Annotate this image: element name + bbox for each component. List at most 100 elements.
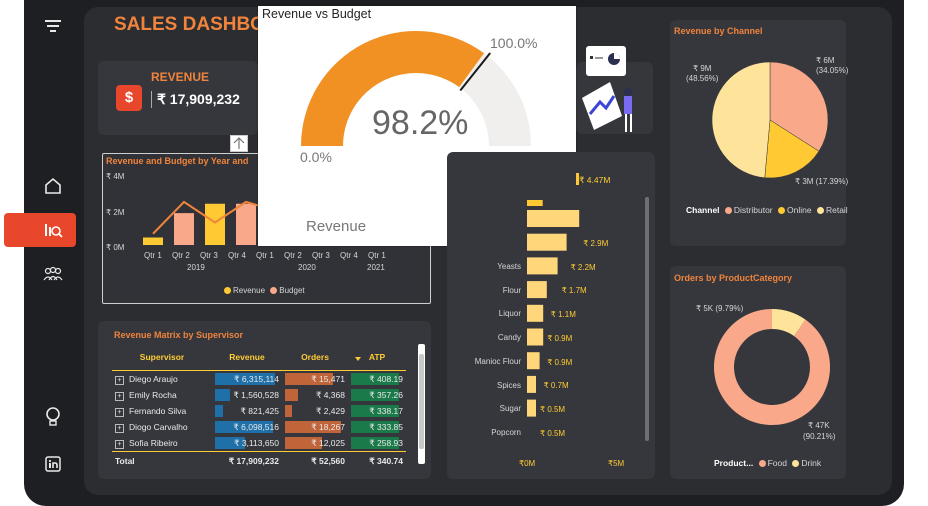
col-supervisor[interactable]: Supervisor — [112, 344, 212, 371]
supervisor-name[interactable]: + Emily Rocha — [112, 387, 212, 403]
table-row[interactable]: + Diogo Carvalho ₹ 6,098,516 ₹ 18,267 ₹ 333.… — [112, 419, 406, 435]
col-orders[interactable]: Orders — [282, 344, 348, 371]
expand-icon[interactable]: + — [115, 375, 124, 385]
online-value: ₹ 3M (17.39%) — [795, 177, 849, 186]
product-category-label: Spices — [496, 380, 521, 390]
sort-desc-icon[interactable] — [355, 357, 361, 361]
product-bar — [527, 352, 540, 370]
total-label: Total — [112, 451, 212, 470]
product-category-label: Candy — [497, 333, 521, 343]
legend-distributor: Distributor — [733, 205, 773, 215]
product-bar — [527, 328, 544, 346]
quarter-label: Qtr 2 — [172, 251, 190, 260]
product-bar — [527, 281, 547, 299]
channel-title: Revenue by Channel — [674, 26, 763, 36]
revenue-cell: ₹ 3,113,650 — [212, 435, 282, 452]
legend-online: Online — [787, 205, 812, 215]
drink-value: ₹ 5K (9.79%) — [696, 304, 744, 313]
revenue-bar — [174, 213, 194, 245]
year-label: 2021 — [367, 263, 385, 272]
y-tick: ₹ 4M — [106, 172, 125, 181]
product-bar — [527, 304, 544, 322]
atp-cell: ₹ 408.19 — [348, 371, 406, 388]
drill-up-button[interactable] — [230, 135, 248, 152]
total-row: Total ₹ 17,909,232 ₹ 52,560 ₹ 340.74 — [112, 451, 406, 470]
supervisor-name[interactable]: + Sofia Ribeiro — [112, 435, 212, 452]
kpi-label: REVENUE — [151, 70, 210, 84]
col-revenue[interactable]: Revenue — [212, 344, 282, 371]
table-row[interactable]: + Sofia Ribeiro ₹ 3,113,650 ₹ 12,025 ₹ 258.9… — [112, 435, 406, 452]
food-pct: (90.21%) — [803, 432, 836, 441]
revenue-cell: ₹ 6,315,114 — [212, 371, 282, 388]
data-bar — [351, 405, 399, 417]
scrollbar[interactable] — [645, 197, 649, 441]
orders-legend: Product... Food Drink — [714, 458, 821, 468]
supervisor-name[interactable]: + Fernando Silva — [112, 403, 212, 419]
gauge-revenue-label: Revenue — [306, 218, 367, 235]
product-bar — [527, 233, 567, 251]
dist-pct: (34.05%) — [816, 66, 849, 75]
analytics-illustration — [582, 46, 632, 132]
supervisor-name[interactable]: + Diego Araujo — [112, 371, 212, 388]
matrix-header: Supervisor Revenue Orders ATP — [112, 344, 406, 371]
matrix-title: Revenue Matrix by Supervisor — [114, 330, 244, 340]
sidebar — [4, 0, 82, 506]
table-row[interactable]: + Emily Rocha ₹ 1,560,528 ₹ 4,368 ₹ 357.26 — [112, 387, 406, 403]
quarter-label: Qtr 1 — [144, 251, 162, 260]
lightbulb-icon[interactable] — [24, 406, 82, 433]
supervisor-matrix: Supervisor Revenue Orders ATP + Diego Ara… — [112, 344, 406, 470]
orders-donut-chart — [714, 309, 830, 425]
users-icon[interactable] — [24, 266, 82, 287]
table-row[interactable]: + Fernando Silva ₹ 821,425 ₹ 2,429 ₹ 338.17 — [112, 403, 406, 419]
gauge-chart — [301, 30, 531, 146]
data-bar — [285, 405, 293, 417]
analytics-icon[interactable] — [24, 221, 82, 244]
revenue-bar — [143, 237, 163, 245]
donut-slice — [714, 309, 830, 425]
product-value-label: ₹ 0.7M — [543, 381, 569, 391]
product-bar — [527, 399, 536, 417]
legend-budget: Budget — [279, 286, 305, 295]
channel-pie-chart — [711, 61, 829, 179]
gauge-fill — [301, 30, 485, 146]
year-label: 2019 — [187, 263, 205, 272]
retail-value: ₹ 9M — [693, 64, 712, 73]
menu-icon[interactable] — [24, 18, 82, 38]
gauge-min: 0.0% — [300, 149, 332, 165]
revenue-cell: ₹ 6,098,516 — [212, 419, 282, 435]
product-bar — [527, 200, 543, 206]
table-row[interactable]: + Diego Araujo ₹ 6,315,114 ₹ 15,471 ₹ 408.19 — [112, 371, 406, 388]
expand-icon[interactable]: + — [115, 391, 124, 401]
quarter-label: Qtr 3 — [312, 251, 330, 260]
total-atp: ₹ 340.74 — [348, 451, 406, 470]
supervisor-name[interactable]: + Diogo Carvalho — [112, 419, 212, 435]
atp-cell: ₹ 338.17 — [348, 403, 406, 419]
quarter-label: Qtr 2 — [284, 251, 302, 260]
x-axis-max: ₹5M — [608, 459, 625, 468]
product-bar — [527, 375, 536, 393]
legend-food: Food — [767, 458, 787, 468]
data-bar — [215, 421, 274, 433]
expand-icon[interactable]: + — [115, 407, 124, 417]
legend-title: Product... — [714, 458, 754, 468]
product-category-label: Popcorn — [491, 427, 521, 437]
atp-cell: ₹ 333.85 — [348, 419, 406, 435]
product-value-label: ₹ 0.9M — [547, 357, 573, 367]
orders-cell: ₹ 2,429 — [282, 403, 348, 419]
product-value-label: ₹ 1.1M — [550, 310, 576, 320]
home-icon[interactable] — [24, 176, 82, 201]
data-bar — [215, 389, 230, 401]
gauge-title: Revenue vs Budget — [262, 7, 372, 21]
matrix-scroll-thumb[interactable] — [419, 354, 424, 449]
sidebar-active-item[interactable] — [4, 213, 76, 247]
total-revenue: ₹ 17,909,232 — [212, 451, 282, 470]
orders-cell: ₹ 12,025 — [282, 435, 348, 452]
currency-icon: $ — [116, 85, 142, 111]
expand-icon[interactable]: + — [115, 439, 124, 449]
channel-slice — [764, 119, 820, 179]
expand-icon[interactable]: + — [115, 423, 124, 433]
product-bar — [527, 210, 580, 227]
product-category-label: Sugar — [499, 404, 521, 414]
linkedin-icon[interactable] — [24, 456, 82, 477]
data-bar — [215, 405, 223, 417]
